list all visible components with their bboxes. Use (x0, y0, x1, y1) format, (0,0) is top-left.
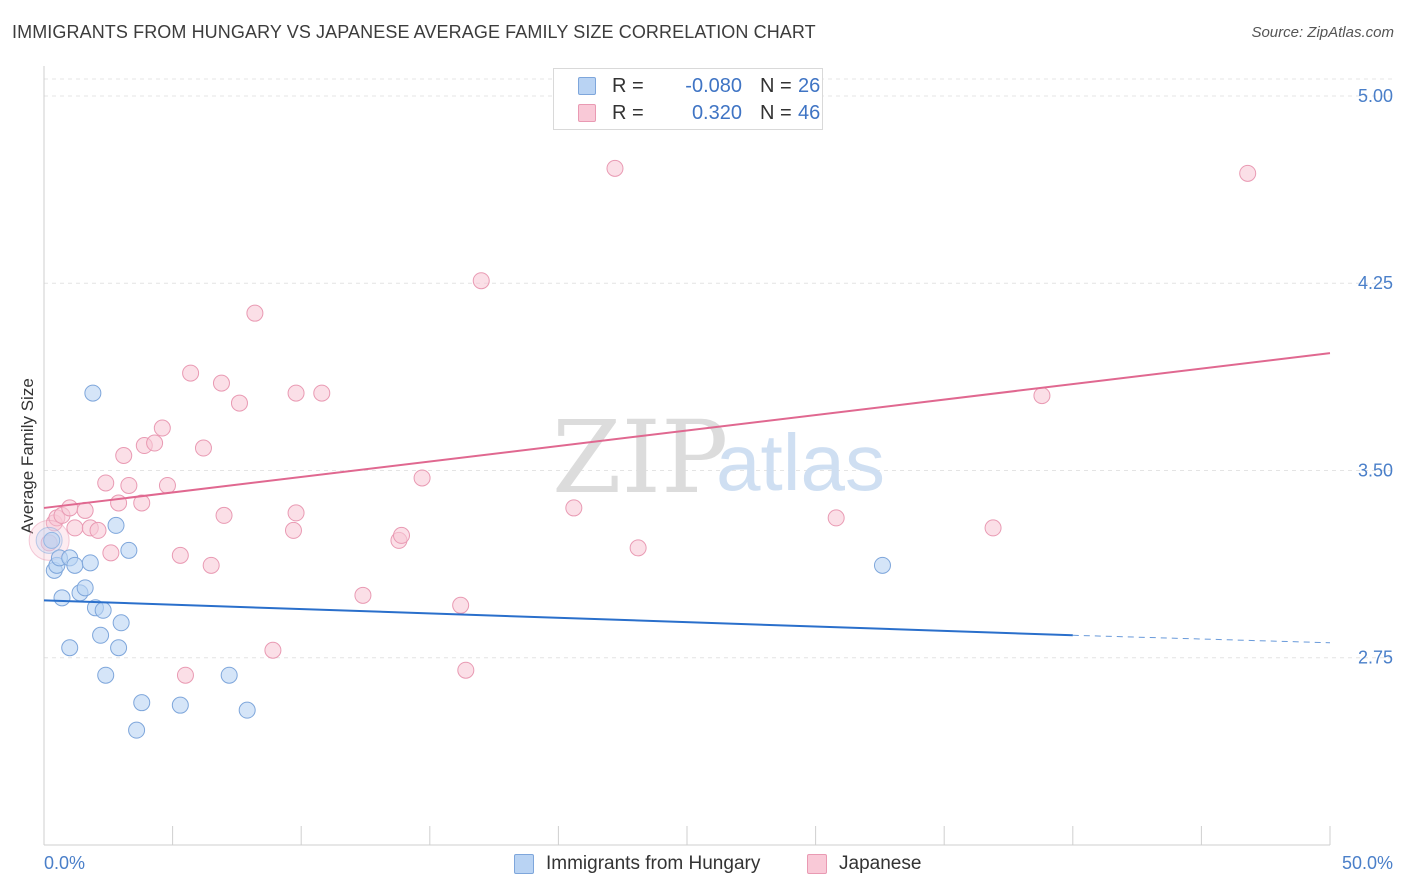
hungary-point (66, 556, 84, 574)
y-tick-label: 5.00 (1358, 86, 1393, 106)
hungary-trend-extension (1072, 634, 1331, 644)
japanese-point (827, 509, 845, 527)
japanese-point (606, 159, 624, 177)
n-label: N = (760, 102, 792, 124)
hungary-point (92, 626, 110, 644)
hungary-point (873, 556, 891, 574)
hungary-legend-swatch (514, 854, 534, 874)
n-label: N = (760, 75, 792, 97)
hungary-point (84, 384, 102, 402)
hungary-point (94, 601, 112, 619)
japanese-point (264, 641, 282, 659)
japanese-point (153, 419, 171, 437)
japanese-point (215, 506, 233, 524)
y-axis-title: Average Family Size (18, 378, 37, 534)
chart-title: IMMIGRANTS FROM HUNGARY VS JAPANESE AVER… (12, 22, 816, 42)
japanese-point (120, 476, 138, 494)
japanese-trend-line (43, 352, 1331, 509)
japanese-point (246, 304, 264, 322)
japanese-point (230, 394, 248, 412)
n-value: 46 (798, 102, 821, 124)
japanese-swatch (578, 104, 596, 122)
hungary-point (53, 589, 71, 607)
japanese-point (1033, 387, 1051, 405)
japanese-point (146, 434, 164, 452)
japanese-point (472, 272, 490, 290)
r-value: -0.080 (685, 75, 742, 97)
hungary-swatch (578, 77, 596, 95)
hungary-point (107, 516, 125, 534)
trend-lines (43, 352, 1331, 644)
hungary-point (81, 554, 99, 572)
y-tick-labels: 2.75 3.50 4.25 5.00 (1358, 86, 1393, 668)
gridlines (44, 78, 1393, 659)
hungary-point (97, 666, 115, 684)
hungary-point (120, 541, 138, 559)
r-value: 0.320 (691, 102, 742, 124)
japanese-point (102, 544, 120, 562)
japanese-point (212, 374, 230, 392)
japanese-point (354, 586, 372, 604)
japanese-point (452, 596, 470, 614)
hungary-point (110, 639, 128, 657)
japanese-point (287, 384, 305, 402)
hungary-point (128, 721, 146, 739)
japanese-point (393, 526, 411, 544)
hungary-trend-line (43, 599, 1073, 637)
japanese-point (158, 476, 176, 494)
hungary-point (43, 531, 61, 549)
y-tick-label: 3.50 (1358, 460, 1393, 480)
hungary-point (76, 579, 94, 597)
japanese-point (61, 499, 79, 517)
hungary-point (220, 666, 238, 684)
japanese-point (284, 521, 302, 539)
watermark: ZIP atlas (552, 399, 885, 516)
japanese-point (202, 556, 220, 574)
hungary-point (112, 614, 130, 632)
japanese-point (565, 499, 583, 517)
japanese-point (182, 364, 200, 382)
r-label: R = (612, 102, 644, 124)
legend-label: Immigrants from Hungary (546, 853, 761, 874)
japanese-point (313, 384, 331, 402)
x-tick-label-max: 50.0% (1342, 853, 1393, 873)
japanese-point (89, 521, 107, 539)
stats-legend: R = -0.080 N = 26 R = 0.320 N = 46 (553, 68, 823, 130)
hungary-point (238, 701, 256, 719)
japanese-point (457, 661, 475, 679)
y-tick-label: 4.25 (1358, 273, 1393, 293)
hungary-point (171, 696, 189, 714)
japanese-point (984, 519, 1002, 537)
japanese-point (76, 501, 94, 519)
japanese-point (66, 519, 84, 537)
watermark-zip: ZIP (552, 399, 728, 516)
japanese-point (115, 447, 133, 464)
source-credit: Source: ZipAtlas.com (1251, 24, 1394, 41)
r-label: R = (612, 75, 644, 97)
japanese-point (171, 546, 189, 564)
hungary-cluster-point (35, 526, 63, 554)
japanese-point (413, 469, 431, 487)
japanese-point (194, 439, 212, 457)
x-ticks (172, 826, 1331, 845)
japanese-legend-swatch (807, 854, 827, 874)
legend-label: Japanese (839, 853, 922, 874)
japanese-point (287, 504, 305, 522)
hungary-point (61, 639, 79, 657)
hungary-point (133, 694, 151, 712)
n-value: 26 (798, 75, 821, 97)
japanese-point (176, 666, 194, 684)
watermark-atlas: atlas (716, 418, 885, 507)
japanese-point (1239, 164, 1257, 182)
japanese-point (629, 539, 647, 557)
x-tick-label-min: 0.0% (44, 853, 85, 873)
series-japanese-points (28, 159, 1257, 684)
japanese-point (133, 494, 151, 512)
y-tick-label: 2.75 (1358, 648, 1393, 668)
series-hungary-points (35, 384, 891, 739)
japanese-point (97, 474, 115, 492)
